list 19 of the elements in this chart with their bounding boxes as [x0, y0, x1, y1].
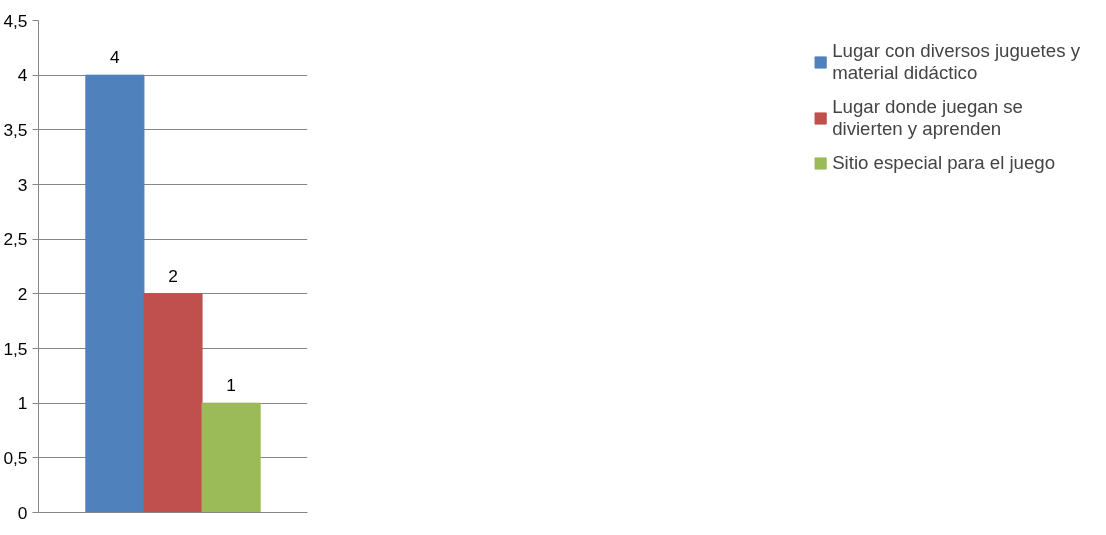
- y-tick-label: 0: [17, 502, 28, 523]
- y-tick-label: 3: [17, 174, 28, 195]
- data-label: 4: [110, 47, 121, 68]
- bar: [143, 293, 203, 513]
- y-tick-label: 1: [17, 393, 28, 414]
- y-tick-label: 2: [17, 283, 28, 304]
- y-tick-label: 2,5: [3, 229, 28, 250]
- y-tick-label: 1,5: [3, 338, 28, 359]
- y-tick-label: 0,5: [3, 447, 28, 468]
- y-tick-label: 4,5: [3, 10, 28, 31]
- bar: [201, 402, 261, 513]
- bar: [85, 74, 145, 513]
- legend-label: Lugar donde juegan se divierten y aprenden: [832, 96, 1023, 140]
- y-tick-label: 4: [17, 65, 28, 86]
- legend-label: Lugar con diversos juguetes y material didáctico: [832, 40, 1080, 84]
- data-label: 1: [226, 375, 236, 396]
- data-label: 2: [168, 265, 178, 286]
- y-tick-label: 3,5: [3, 119, 28, 140]
- legend-label: Sitio especial para el juego: [832, 152, 1056, 174]
